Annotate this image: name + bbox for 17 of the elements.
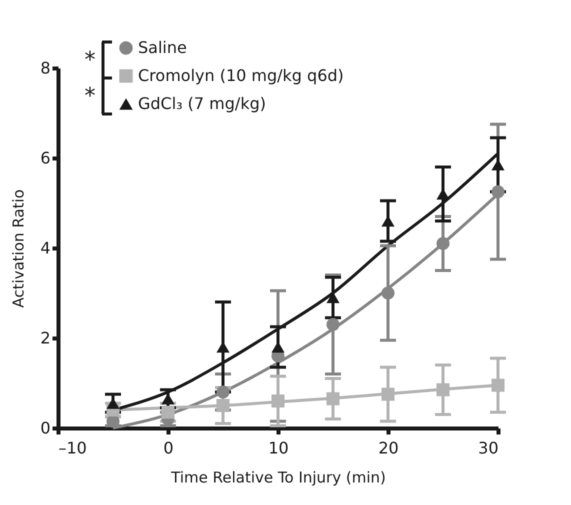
y-tick-label: 4 bbox=[40, 238, 50, 258]
x-tick-label: 0 bbox=[163, 438, 174, 458]
x-tick-label: 20 bbox=[378, 438, 399, 458]
annotation: * bbox=[84, 84, 96, 109]
x-tick-label: 30 bbox=[478, 438, 498, 458]
legend-label: GdCl₃ (7 mg/kg) bbox=[138, 94, 266, 113]
legend-label: Saline bbox=[138, 38, 187, 57]
y-tick-label: 8 bbox=[40, 58, 50, 78]
y-tick-label: 6 bbox=[40, 148, 50, 168]
annotation: * bbox=[84, 48, 96, 73]
x-tick-label: 10 bbox=[268, 438, 289, 458]
y-axis-title: Activation Ratio bbox=[9, 189, 28, 308]
legend-label: Cromolyn (10 mg/kg q6d) bbox=[138, 66, 344, 85]
x-tick-label: –10 bbox=[58, 438, 87, 458]
y-tick-label: 2 bbox=[40, 328, 50, 348]
x-axis-title: Time Relative To Injury (min) bbox=[170, 468, 386, 486]
y-tick-label: 0 bbox=[40, 418, 50, 438]
